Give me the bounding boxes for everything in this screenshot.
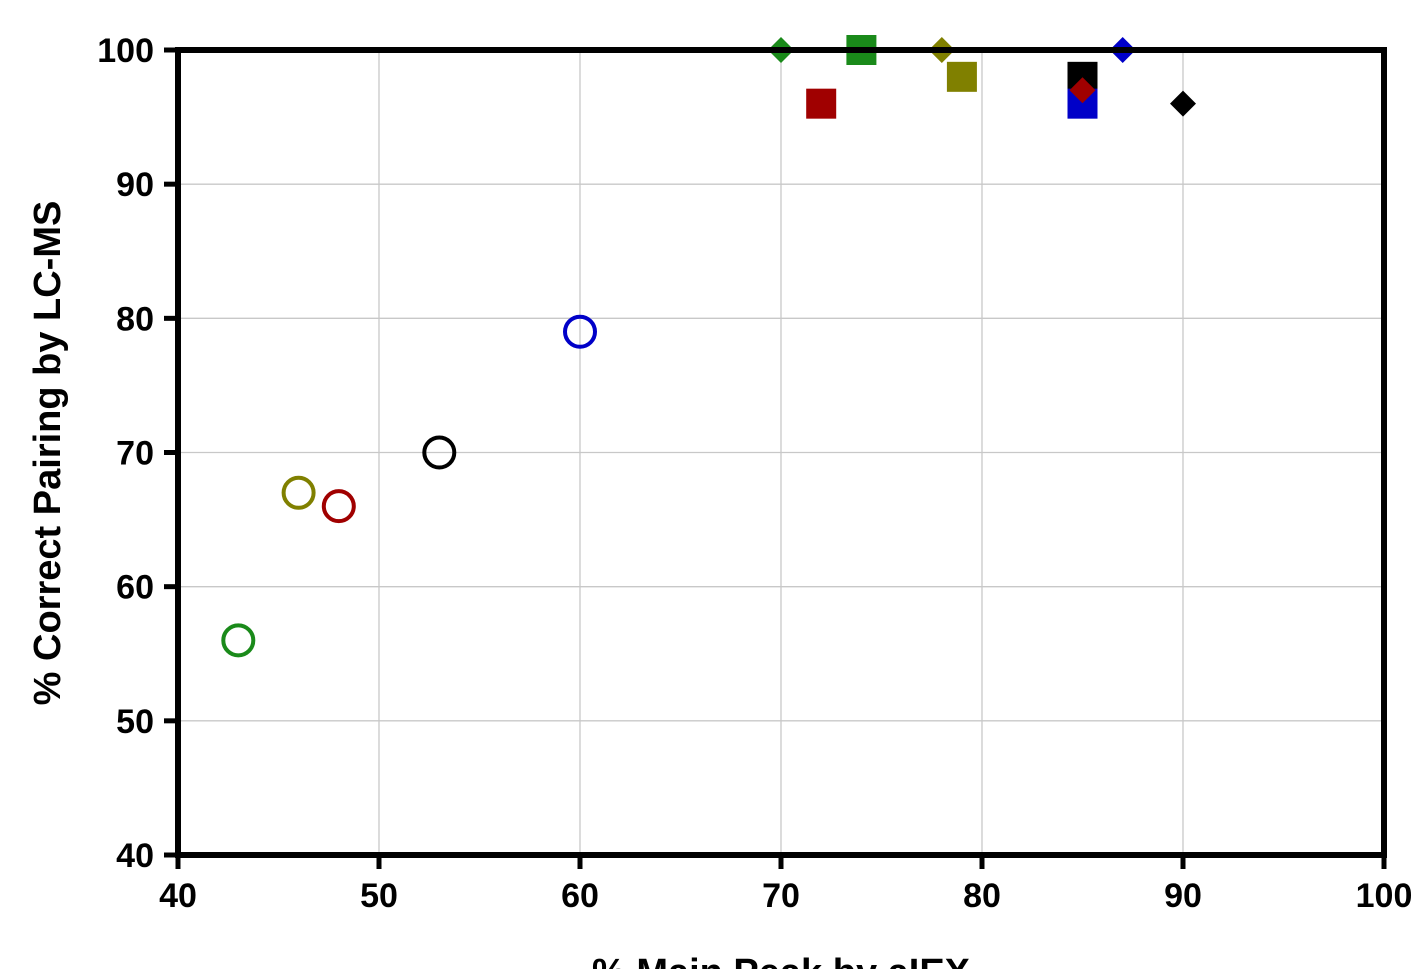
open-circle-point [321, 489, 356, 524]
y-tick-label: 70 [116, 435, 154, 473]
y-tick-label: 40 [116, 837, 154, 875]
y-axis-title: % Correct Pairing by LC-MS [27, 201, 69, 706]
y-tick-label: 90 [116, 166, 154, 204]
open-circle-point [422, 435, 457, 470]
axis-ticks: 40 50 60 70 80 90 100 40 50 60 70 80 90 100 [97, 32, 1412, 915]
y-tick-label: 100 [97, 32, 154, 70]
x-tick-label: 70 [762, 877, 800, 915]
x-tick-label: 60 [561, 877, 599, 915]
x-tick-label: 40 [159, 877, 197, 915]
diamond-point [1170, 90, 1196, 117]
y-tick-label: 60 [116, 569, 154, 607]
x-tick-label: 90 [1164, 877, 1202, 915]
square-point [806, 88, 837, 119]
x-tick-label: 100 [1356, 877, 1413, 915]
gridlines [177, 49, 1385, 856]
open-circle-point [281, 475, 316, 510]
y-tick-label: 50 [116, 703, 154, 741]
x-axis-title: % Main Peak by aIEX [592, 952, 971, 969]
y-tick-label: 80 [116, 300, 154, 338]
square-point [946, 61, 977, 92]
open-circle-point [221, 623, 256, 658]
x-tick-label: 80 [963, 877, 1001, 915]
x-tick-label: 50 [360, 877, 398, 915]
data-points [221, 35, 1196, 658]
open-circle-point [563, 314, 597, 349]
diamond-point [1069, 77, 1096, 104]
